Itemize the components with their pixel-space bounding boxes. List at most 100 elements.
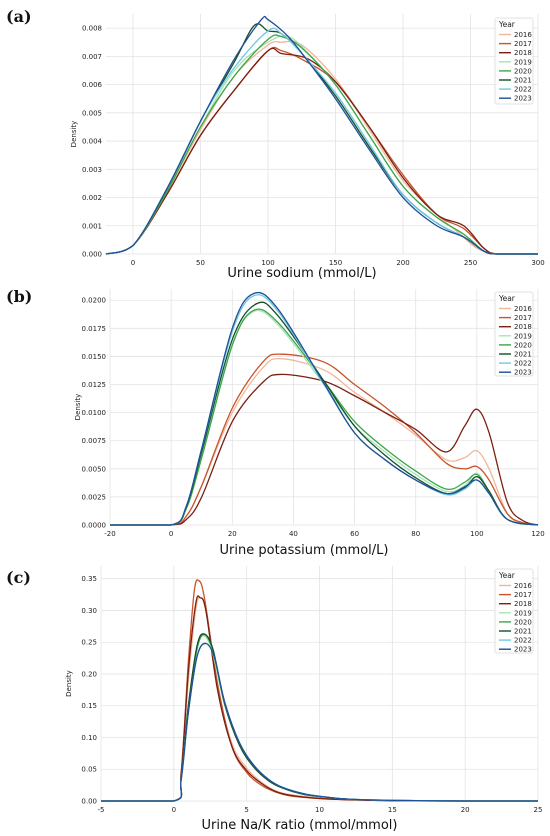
legend-entry-2016: 2016 [514, 31, 532, 39]
series-lines [100, 579, 538, 802]
panel-label: (c) [6, 568, 31, 587]
x-tick-label: 0 [172, 806, 176, 814]
x-tick-label: 120 [531, 530, 544, 538]
x-tick-label: 60 [350, 530, 359, 538]
y-axis-label: Density [70, 121, 78, 148]
series-line-2020 [110, 308, 539, 526]
y-tick-label: 0.10 [81, 734, 97, 742]
y-axis-label: Density [65, 670, 73, 697]
y-tick-label: 0.001 [82, 222, 102, 230]
panel-b: (b) -20 0 20 40 60 80 100 120 0.0000 0.0025 0.0050 0… [6, 287, 545, 558]
legend-entry-2023: 2023 [514, 95, 532, 103]
legend-entry-2022: 2022 [514, 360, 532, 368]
series-line-2018 [110, 373, 539, 526]
x-axis-label: Urine sodium (mmol/L) [227, 266, 376, 281]
legend-entry-2019: 2019 [514, 609, 532, 617]
y-tick-label: 0.006 [82, 81, 103, 89]
x-tick-label: 250 [464, 259, 477, 267]
y-axis-label: Density [74, 394, 82, 421]
y-tick-label: 0.0075 [82, 437, 107, 445]
series-line-2020 [105, 34, 538, 255]
legend-entry-2016: 2016 [514, 305, 532, 313]
legend-title: Year [498, 20, 516, 29]
y-tick-label: 0.002 [82, 194, 102, 202]
y-tick-label: 0.0125 [82, 381, 107, 389]
legend-entry-2023: 2023 [514, 369, 532, 377]
x-tick-label: 20 [461, 806, 470, 814]
y-tick-label: 0.35 [81, 575, 97, 583]
legend-entry-2018: 2018 [514, 323, 532, 331]
legend-entry-2017: 2017 [514, 314, 532, 322]
x-tick-label: -5 [98, 806, 105, 814]
series-line-2023 [105, 15, 538, 255]
x-tick-label: 10 [315, 806, 324, 814]
x-tick-label: 15 [388, 806, 397, 814]
legend-entry-2020: 2020 [514, 67, 532, 75]
legend-box [494, 17, 534, 105]
series-line-2021 [105, 23, 538, 255]
legend-box [494, 568, 534, 654]
legend-entry-2018: 2018 [514, 49, 532, 57]
x-tick-label: 0 [131, 259, 135, 267]
series-line-2017 [110, 353, 539, 526]
legend-entry-2021: 2021 [514, 77, 532, 85]
gridlines [109, 289, 539, 526]
legend-entry-2016: 2016 [514, 582, 532, 590]
x-tick-label: 5 [244, 806, 248, 814]
legend-entry-2020: 2020 [514, 618, 532, 626]
y-tick-label: 0.0175 [82, 325, 107, 333]
panel-a: (a) 0 50 100 150 200 250 300 0.000 0.001 0.002 0.00… [6, 7, 545, 281]
x-tick-label: 100 [470, 530, 483, 538]
x-tick-label: 200 [396, 259, 409, 267]
y-tick-label: 0.0150 [82, 353, 107, 361]
y-tick-label: 0.004 [82, 138, 103, 146]
y-tick-label: 0.008 [82, 25, 102, 33]
legend-entry-2017: 2017 [514, 40, 532, 48]
y-tick-label: 0.30 [81, 607, 97, 615]
y-tick-label: 0.0000 [82, 522, 107, 530]
series-line-2023 [110, 291, 539, 526]
legend-entry-2020: 2020 [514, 341, 532, 349]
y-tick-label: 0.0050 [82, 465, 107, 473]
series-line-2016 [105, 40, 538, 255]
y-tick-label: 0.20 [81, 670, 97, 678]
x-axis-label: Urine potassium (mmol/L) [220, 543, 389, 558]
legend-entry-2017: 2017 [514, 591, 532, 599]
y-tick-label: 0.15 [81, 702, 97, 710]
y-tick-label: 0.0100 [82, 409, 107, 417]
legend-entry-2018: 2018 [514, 600, 532, 608]
y-tick-label: 0.0200 [82, 297, 107, 305]
gridlines [106, 14, 539, 255]
series-line-2023 [100, 642, 538, 802]
x-tick-label: 100 [261, 259, 274, 267]
legend-entry-2023: 2023 [514, 646, 532, 654]
legend-entry-2019: 2019 [514, 58, 532, 66]
legend-entry-2019: 2019 [514, 332, 532, 340]
x-tick-label: 50 [196, 259, 205, 267]
series-line-2019 [110, 309, 539, 526]
legend-box [494, 291, 534, 377]
y-tick-label: 0.00 [81, 798, 97, 806]
y-tick-label: 0.003 [82, 166, 102, 174]
panel-label: (a) [6, 7, 32, 26]
x-tick-label: -20 [104, 530, 115, 538]
legend-entry-2022: 2022 [514, 86, 532, 94]
y-tick-label: 0.05 [81, 766, 97, 774]
legend-entry-2021: 2021 [514, 628, 532, 636]
y-tick-label: 0.007 [82, 53, 102, 61]
y-tick-label: 0.000 [82, 251, 102, 259]
x-tick-label: 150 [329, 259, 342, 267]
x-tick-label: 40 [289, 530, 298, 538]
y-tick-label: 0.005 [82, 109, 102, 117]
x-axis-label: Urine Na/K ratio (mmol/mmol) [202, 818, 398, 833]
series-lines [110, 291, 539, 526]
x-tick-label: 20 [228, 530, 237, 538]
gridlines [100, 566, 539, 802]
y-tick-label: 0.25 [81, 639, 97, 647]
x-tick-label: 80 [411, 530, 420, 538]
series-lines [105, 15, 538, 255]
legend-entry-2022: 2022 [514, 637, 532, 645]
legend-title: Year [498, 294, 516, 303]
